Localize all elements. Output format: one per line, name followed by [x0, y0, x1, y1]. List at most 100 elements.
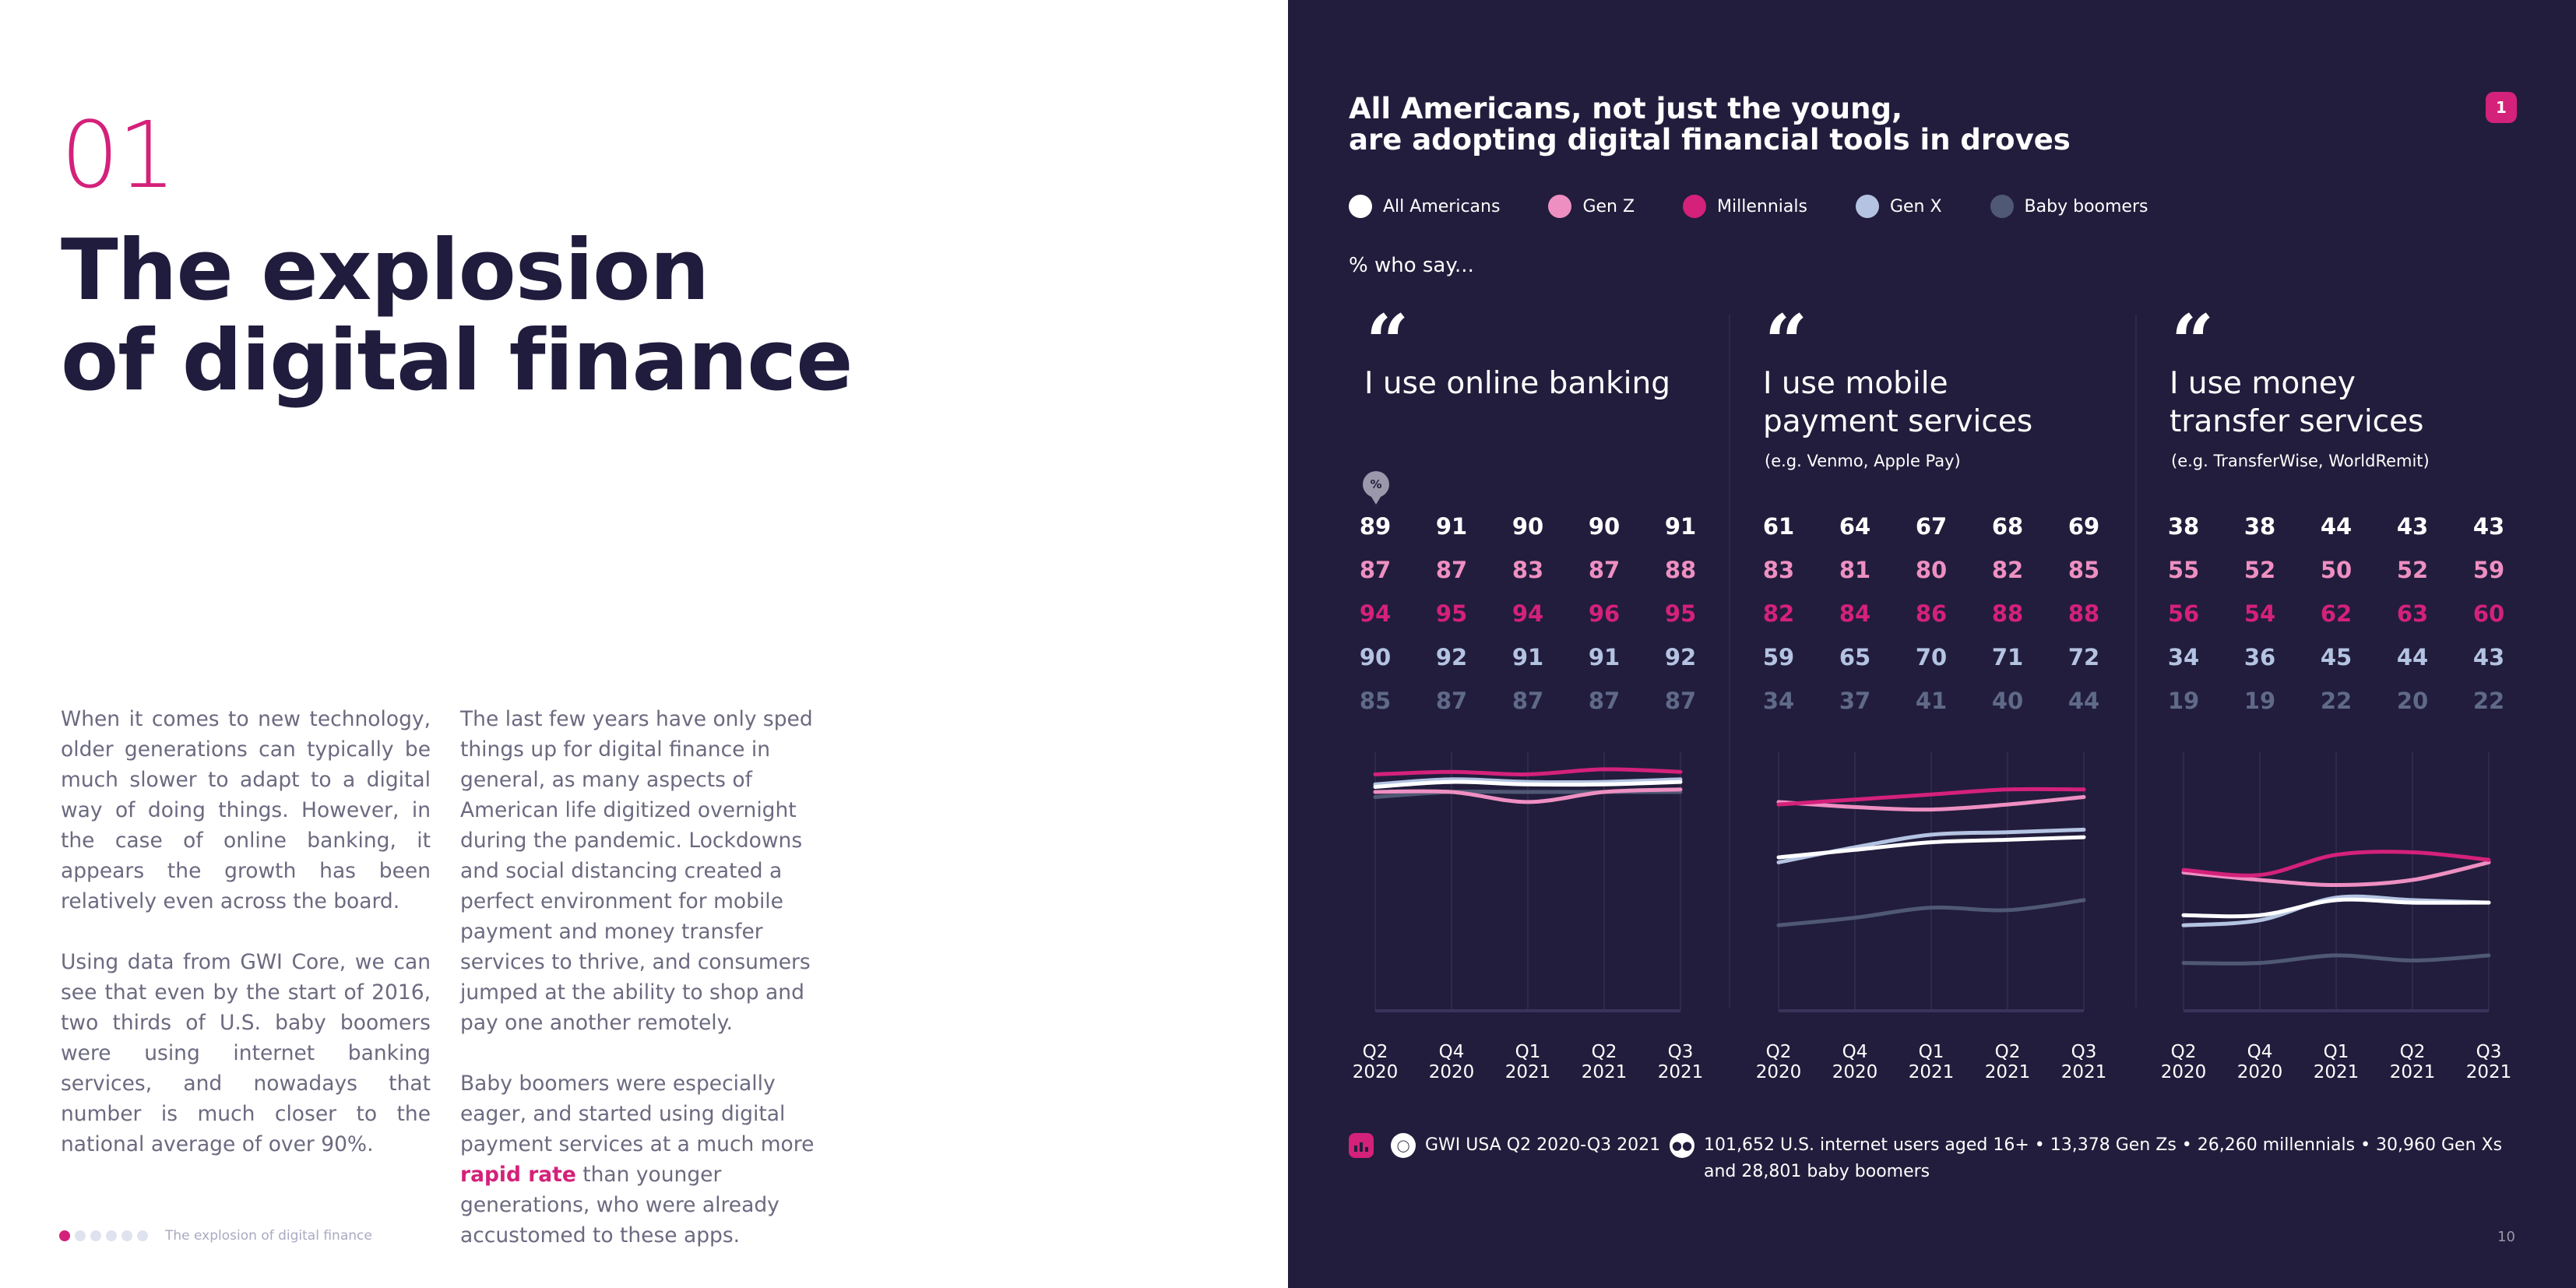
x-tick-year: 2021: [2465, 1062, 2512, 1082]
value-label: 22: [2472, 688, 2505, 714]
legend-item: Gen Z: [1548, 195, 1635, 218]
value-label: 43: [2472, 644, 2505, 670]
value-label: 81: [1839, 557, 1871, 583]
legend-label: Baby boomers: [2024, 196, 2148, 216]
x-tick-quarter: Q2: [2399, 1042, 2426, 1062]
progress-dot-active: [59, 1230, 70, 1241]
progress-dot: [137, 1230, 148, 1241]
value-label: 65: [1839, 644, 1871, 670]
x-tick-quarter: Q2: [1362, 1042, 1388, 1062]
page-progress-dots: [59, 1230, 148, 1241]
x-tick-year: 2020: [1832, 1062, 1878, 1082]
paragraph: Baby boomers were especially eager, and …: [460, 1068, 830, 1251]
value-label: 50: [2320, 557, 2353, 583]
quote-mark-icon: “: [1765, 298, 1808, 386]
series-line-all-americans: [1776, 835, 2086, 860]
panel-divider: [2135, 315, 2137, 1008]
series-line-baby-boomers: [1776, 898, 2086, 927]
x-tick-quarter: Q2: [1994, 1042, 2021, 1062]
highlight-text: rapid rate: [460, 1163, 576, 1187]
series-line-all-americans: [2181, 897, 2491, 919]
value-label: 85: [2067, 557, 2100, 583]
chart-title: All Americans, not just the young, are a…: [1349, 93, 2071, 156]
x-tick-year: 2021: [1984, 1062, 2031, 1082]
value-label: 55: [2167, 557, 2200, 583]
value-label: 91: [1435, 513, 1468, 540]
panel-divider: [1729, 315, 1730, 1008]
x-tick-year: 2021: [2060, 1062, 2107, 1082]
value-label: 85: [1359, 688, 1392, 714]
paragraph: Using data from GWI Core, we can see tha…: [61, 950, 431, 1156]
series-line-millennials: [1776, 787, 2086, 807]
panel-title-line: I use mobile: [1763, 366, 1948, 401]
x-tick-label: Q4 2020: [1808, 1042, 1902, 1082]
x-tick-quarter: Q4: [1842, 1042, 1868, 1062]
value-label: 90: [1511, 513, 1544, 540]
panel-title-line: I use online banking: [1364, 366, 1670, 401]
panel-title: I use mobile payment services: [1763, 364, 2032, 441]
value-label: 87: [1511, 688, 1544, 714]
panel-title-line: transfer services: [2170, 404, 2424, 439]
legend-item: Millennials: [1683, 195, 1807, 218]
people-icon: ●●: [1670, 1133, 1694, 1158]
value-label: 72: [2067, 644, 2100, 670]
x-tick-quarter: Q4: [1438, 1042, 1465, 1062]
value-label: 91: [1664, 513, 1697, 540]
value-label: 94: [1359, 600, 1392, 627]
legend-label: Gen X: [1889, 196, 1942, 216]
percent-pin-icon: %: [1363, 471, 1389, 505]
source-text: GWI USA Q2 2020-Q3 2021: [1425, 1135, 1661, 1155]
value-label: 83: [1511, 557, 1544, 583]
paragraph-text: Baby boomers were especially eager, and …: [460, 1072, 815, 1156]
x-tick-label: Q4 2020: [1405, 1042, 1498, 1082]
x-tick-label: Q3 2021: [2442, 1042, 2536, 1082]
x-tick-label: Q3 2021: [1634, 1042, 1727, 1082]
value-label: 64: [1839, 513, 1871, 540]
legend-label: Millennials: [1717, 196, 1807, 216]
value-label: 87: [1435, 688, 1468, 714]
body-column-2: The last few years have only sped things…: [460, 704, 830, 1281]
value-label: 87: [1359, 557, 1392, 583]
value-label: 43: [2396, 513, 2429, 540]
legend-label: Gen Z: [1582, 196, 1635, 216]
value-label: 95: [1664, 600, 1697, 627]
x-tick-label: Q2 2021: [1961, 1042, 2054, 1082]
who-say-label: % who say...: [1349, 254, 1474, 277]
value-label: 40: [1991, 688, 2024, 714]
value-label: 89: [1359, 513, 1392, 540]
progress-dot: [75, 1230, 86, 1241]
panel-title: I use money transfer services: [2170, 364, 2423, 441]
value-label: 71: [1991, 644, 2024, 670]
value-label: 91: [1588, 644, 1621, 670]
sample-text: 101,652 U.S. internet users aged 16+ • 1…: [1704, 1135, 2503, 1181]
value-label: 34: [2167, 644, 2200, 670]
x-tick-year: 2021: [2389, 1062, 2436, 1082]
value-label: 69: [2067, 513, 2100, 540]
x-tick-label: Q4 2020: [2213, 1042, 2307, 1082]
x-tick-year: 2020: [2236, 1062, 2283, 1082]
progress-dot: [121, 1230, 132, 1241]
x-tick-label: Q2 2020: [1732, 1042, 1825, 1082]
value-label: 70: [1915, 644, 1948, 670]
x-tick-label: Q1 2021: [1884, 1042, 1978, 1082]
legend-item: All Americans: [1349, 195, 1500, 218]
x-tick-year: 2021: [1581, 1062, 1628, 1082]
section-number: 01: [61, 101, 176, 209]
value-label: 67: [1915, 513, 1948, 540]
series-line-gen-z: [1373, 787, 1683, 804]
quote-mark-icon: “: [2171, 298, 2215, 386]
legend-swatch: [1855, 195, 1879, 218]
x-tick-label: Q3 2021: [2037, 1042, 2131, 1082]
value-label: 56: [2167, 600, 2200, 627]
x-tick-year: 2021: [1657, 1062, 1704, 1082]
value-label: 61: [1762, 513, 1795, 540]
x-tick-year: 2021: [1908, 1062, 1955, 1082]
panel-subtitle: (e.g. TransferWise, WorldRemit): [2171, 452, 2430, 470]
value-label: 83: [1762, 557, 1795, 583]
page-badge: 1: [2486, 92, 2517, 123]
value-label: 59: [2472, 557, 2505, 583]
title-line-1: The explosion: [61, 222, 709, 319]
series-line-gen-z: [1776, 795, 2086, 812]
value-label: 88: [2067, 600, 2100, 627]
value-label: 86: [1915, 600, 1948, 627]
